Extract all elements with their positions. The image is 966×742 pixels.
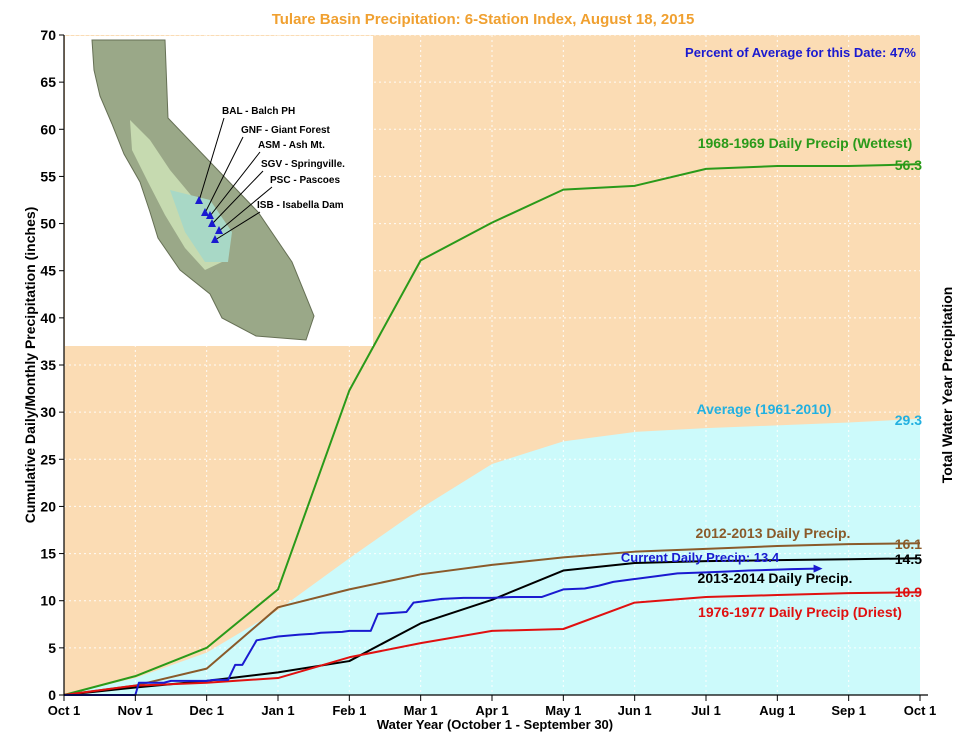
station-label: PSC - Pascoes — [270, 175, 340, 186]
y-tick-label: 0 — [48, 687, 56, 703]
series-line-1 — [63, 542, 921, 696]
label-current: Current Daily Precip: 13.4 — [621, 550, 780, 565]
station-label: ISB - Isabella Dam — [257, 200, 344, 211]
station-marker — [201, 208, 209, 216]
plot-area: 0 5 10 15 20 25 30 35 40 45 50 55 60 65 70 Oct 1 Nov 1 De… — [40, 27, 936, 718]
label-2012-2013: 2012-2013 Daily Precip. — [696, 525, 851, 541]
station-label: BAL - Balch PH — [222, 106, 295, 117]
tulare-basin-area — [170, 190, 232, 262]
y-tick-label: 15 — [40, 546, 56, 562]
station-leader-line — [204, 136, 244, 214]
station-marker — [206, 211, 214, 219]
x-tick-label: Mar 1 — [404, 703, 438, 718]
station-marker — [211, 235, 219, 243]
station-marker — [208, 219, 216, 227]
series-line-0 — [63, 163, 921, 696]
x-tick-label: Oct 1 — [904, 703, 937, 718]
total-value-0: 56.3 — [895, 157, 922, 173]
total-value-average: 29.3 — [895, 412, 922, 428]
y-tick-label: 70 — [40, 27, 56, 43]
x-tick-label: Oct 1 — [48, 703, 81, 718]
x-tick-label: Sep 1 — [831, 703, 866, 718]
station-leader-line — [211, 170, 264, 225]
y-tick-label: 55 — [40, 168, 56, 184]
y-tick-label: 5 — [48, 640, 56, 656]
station-label: SGV - Springville. — [261, 159, 345, 170]
y-tick-label: 50 — [40, 216, 56, 232]
y-tick-label: 25 — [40, 451, 56, 467]
y-axis-label: Cumulative Daily/Monthly Precipitation (… — [22, 207, 38, 524]
station-marker — [195, 196, 203, 204]
label-average: Average (1961-2010) — [697, 401, 832, 417]
y-axis-right-label: Total Water Year Precipitation — [939, 287, 955, 484]
y-tick-label: 65 — [40, 74, 56, 90]
label-wettest: 1968-1969 Daily Precip (Wettest) — [698, 135, 913, 151]
label-2013-2014: 2013-2014 Daily Precip. — [698, 570, 853, 586]
percent-of-average-note: Percent of Average for this Date: 47% — [685, 45, 916, 60]
total-value-2: 14.5 — [895, 551, 922, 567]
x-tick-label: Apr 1 — [475, 703, 508, 718]
x-tick-label: Dec 1 — [189, 703, 224, 718]
x-tick-label: Nov 1 — [118, 703, 153, 718]
station-marker — [215, 226, 223, 234]
label-driest: 1976-1977 Daily Precip (Driest) — [698, 604, 902, 620]
x-tick-label: Aug 1 — [759, 703, 795, 718]
station-leader-line — [214, 211, 261, 241]
y-tick-label: 20 — [40, 498, 56, 514]
y-tick-label: 30 — [40, 404, 56, 420]
inset-map: BAL - Balch PH GNF - Giant Forest ASM - As… — [65, 36, 373, 346]
y-tick-label: 10 — [40, 593, 56, 609]
y-tick-label: 45 — [40, 263, 56, 279]
x-tick-label: May 1 — [545, 703, 581, 718]
total-value-1: 16.1 — [895, 536, 922, 552]
x-tick-label: Feb 1 — [332, 703, 366, 718]
y-tick-label: 35 — [40, 357, 56, 373]
station-leader-line — [209, 151, 261, 217]
y-tick-label: 60 — [40, 121, 56, 137]
california-shape — [91, 39, 315, 341]
total-value-3: 10.9 — [895, 584, 922, 600]
series-line-4 — [64, 567, 817, 696]
x-tick-label: Jan 1 — [261, 703, 294, 718]
chart-title: Tulare Basin Precipitation: 6-Station In… — [272, 11, 695, 28]
x-tick-label: Jun 1 — [618, 703, 652, 718]
station-label: GNF - Giant Forest — [241, 125, 331, 136]
x-tick-label: Jul 1 — [691, 703, 721, 718]
x-axis-label: Water Year (October 1 - September 30) — [377, 717, 613, 732]
station-label: ASM - Ash Mt. — [258, 140, 325, 151]
y-tick-label: 40 — [40, 310, 56, 326]
series-line-3 — [63, 591, 921, 696]
station-leader-line — [198, 117, 225, 202]
current-arrow-head — [813, 564, 823, 573]
station-leader-line — [218, 186, 273, 232]
